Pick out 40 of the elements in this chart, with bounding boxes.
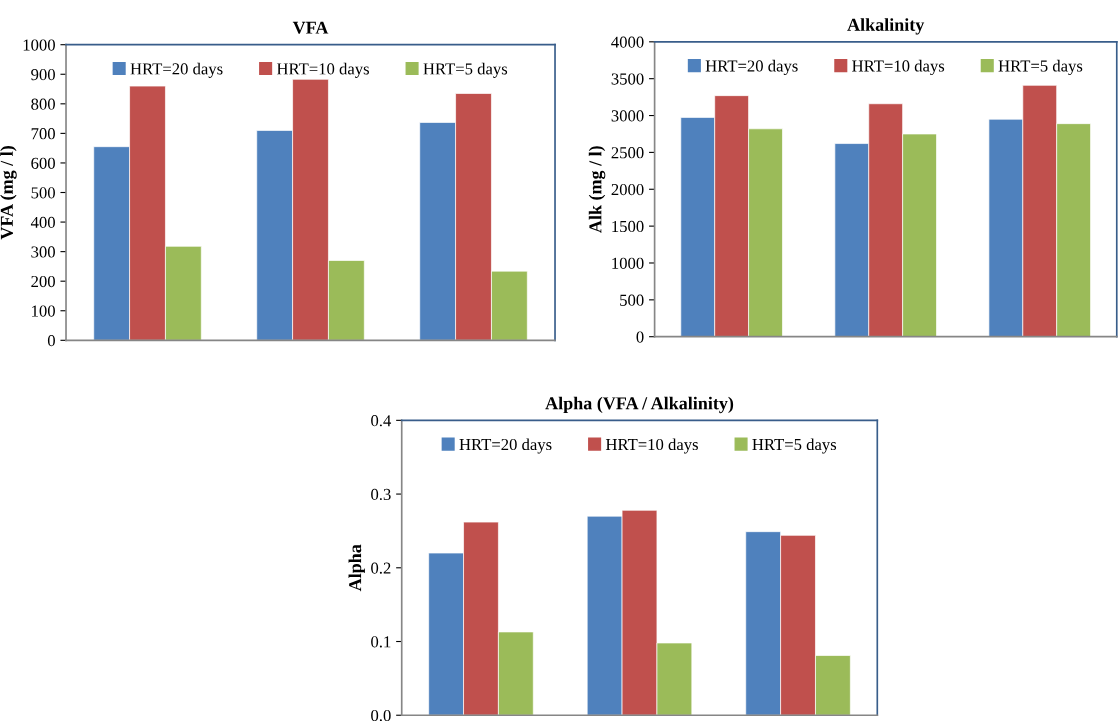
y-tick-label: 400 (30, 216, 55, 229)
y-tick-label: 4000 (611, 36, 644, 48)
y-tick-label: 0.2 (371, 562, 391, 574)
y-tick-label: 700 (31, 128, 55, 140)
y-tick-label: 1500 (612, 220, 644, 233)
chart-title: Alpha (VFA / Alkalinity) (545, 396, 734, 414)
y-axis-title: Alk (mg / l) (588, 146, 606, 233)
y-tick-label: 200 (31, 275, 55, 288)
legend-label: HRT=20 days (705, 59, 798, 76)
y-tick-label: 2000 (611, 183, 644, 196)
y-tick-label: 300 (31, 246, 55, 258)
y-tick-label: 0 (636, 331, 644, 343)
y-tick-label: 600 (31, 157, 55, 169)
y-tick-label: 500 (31, 187, 55, 199)
y-tick-label: 800 (31, 98, 55, 110)
legend-label: HRT=10 days (605, 438, 698, 454)
y-tick-label: 3000 (611, 110, 644, 122)
legend-label: HRT=5 days (423, 62, 508, 78)
legend-label: HRT=5 days (752, 438, 837, 454)
chart-title: VFA (292, 21, 329, 34)
legend-label: HRT=5 days (998, 59, 1083, 76)
y-tick-label: 3500 (611, 73, 644, 85)
y-tick-label: 0 (47, 335, 55, 347)
y-tick-label: 0.0 (371, 709, 391, 721)
y-axis-title: Alpha (348, 544, 365, 592)
y-tick-label: 500 (620, 294, 644, 306)
legend-label: HRT=20 days (130, 62, 223, 78)
chart-title: Alkalinity (847, 18, 925, 35)
y-tick-label: 1000 (23, 39, 55, 51)
y-tick-label: 0.3 (371, 488, 391, 501)
y-tick-label: 100 (32, 305, 55, 317)
legend-label: HRT=10 days (852, 59, 945, 76)
y-tick-label: 0.4 (371, 415, 392, 427)
y-tick-label: 1000 (612, 257, 644, 269)
y-tick-label: 900 (31, 68, 55, 81)
legend-label: HRT=10 days (276, 62, 369, 78)
y-tick-label: 2500 (611, 147, 644, 159)
y-axis-title: VFA (mg / l) (0, 146, 17, 240)
y-tick-label: 0.1 (371, 636, 391, 648)
legend-label: HRT=20 days (459, 438, 552, 454)
